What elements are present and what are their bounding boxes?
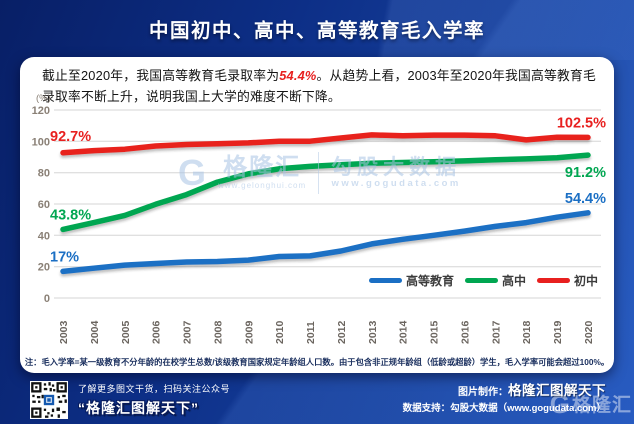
credit-maker-value: 格隆汇图解天下 <box>508 383 606 398</box>
y-axis-unit-label: (%) <box>36 93 51 104</box>
svg-text:2017: 2017 <box>490 320 502 344</box>
legend-line-red-icon <box>536 278 570 283</box>
legend-label: 初中 <box>573 274 598 288</box>
legend-line-blue-icon <box>368 278 402 283</box>
svg-text:40: 40 <box>38 230 50 242</box>
page-title: 中国初中、高中、高等教育毛入学率 <box>148 19 485 42</box>
svg-text:91.2%: 91.2% <box>565 165 606 181</box>
svg-text:2003: 2003 <box>58 320 70 344</box>
qr-caption: 了解更多图文干货，扫码关注公众号 “格隆汇图解天下” <box>78 382 230 418</box>
legend-line-green-icon <box>464 278 498 283</box>
svg-text:2008: 2008 <box>212 320 224 344</box>
credit-data-label: 数据支持： <box>402 402 451 414</box>
description-text-before: 截止至2020年，我国高等教育毛录取率为 <box>42 68 280 83</box>
svg-text:17%: 17% <box>50 249 79 265</box>
svg-text:54.4%: 54.4% <box>565 191 606 207</box>
qr-code <box>30 381 68 419</box>
footer-credits: 图片制作：格隆汇图解天下 数据支持：勾股大数据（www.gogudata.com… <box>403 381 606 417</box>
svg-text:2009: 2009 <box>243 320 255 344</box>
svg-text:2011: 2011 <box>305 321 317 344</box>
svg-text:100: 100 <box>32 136 50 148</box>
svg-text:102.5%: 102.5% <box>557 115 606 131</box>
svg-text:92.7%: 92.7% <box>50 129 91 145</box>
svg-text:2010: 2010 <box>274 320 286 344</box>
legend-item-senior-high: 高中 <box>464 272 526 289</box>
legend-label: 高中 <box>501 274 526 288</box>
svg-text:80: 80 <box>38 168 50 180</box>
svg-text:2005: 2005 <box>120 320 132 344</box>
svg-text:2013: 2013 <box>367 320 379 344</box>
footer-bar: 了解更多图文干货，扫码关注公众号 “格隆汇图解天下” G 格隆汇 图片制作：格隆… <box>0 374 634 424</box>
chart-description: 截止至2020年，我国高等教育毛录取率为54.4%。从趋势上看，2003年至20… <box>42 66 598 107</box>
credit-maker-label: 图片制作： <box>458 387 508 398</box>
svg-text:43.8%: 43.8% <box>50 207 91 223</box>
svg-text:2016: 2016 <box>460 320 472 344</box>
svg-text:2020: 2020 <box>583 320 595 344</box>
legend-label: 高等教育 <box>405 274 454 288</box>
svg-text:2004: 2004 <box>89 320 101 344</box>
credit-data-value: 勾股大数据（www.gogudata.com） <box>450 402 606 414</box>
svg-text:2014: 2014 <box>398 320 410 344</box>
qr-caption-brand: “格隆汇图解天下” <box>78 400 199 416</box>
svg-text:0: 0 <box>44 293 50 305</box>
legend-item-junior-high: 初中 <box>536 272 598 289</box>
chart-legend: 高等教育 高中 初中 <box>368 272 598 289</box>
description-highlight-value: 54.4% <box>279 68 317 83</box>
svg-text:2018: 2018 <box>521 320 533 344</box>
svg-text:2006: 2006 <box>151 320 163 344</box>
svg-text:60: 60 <box>38 199 50 211</box>
description-text-after: 。从趋势上看，2003年至2020年我国高等教育毛录取率不断上升，说明我国上大学… <box>42 68 596 104</box>
svg-text:2012: 2012 <box>336 320 348 344</box>
chart-footnote: 注：毛入学率=某一级教育不分年龄的在校学生总数/该级教育国家规定年龄组人口数。由… <box>24 357 610 367</box>
legend-item-higher-education: 高等教育 <box>368 272 454 289</box>
svg-text:2015: 2015 <box>429 320 441 344</box>
svg-text:2019: 2019 <box>552 320 564 344</box>
svg-text:20: 20 <box>38 262 50 274</box>
credit-maker-line: 图片制作：格隆汇图解天下 <box>403 381 606 402</box>
svg-text:120: 120 <box>32 105 50 117</box>
svg-text:2007: 2007 <box>182 320 194 344</box>
credit-data-line: 数据支持：勾股大数据（www.gogudata.com） <box>403 402 606 417</box>
qr-code-pattern-icon <box>30 381 68 419</box>
qr-caption-line1: 了解更多图文干货，扫码关注公众号 <box>78 384 231 394</box>
